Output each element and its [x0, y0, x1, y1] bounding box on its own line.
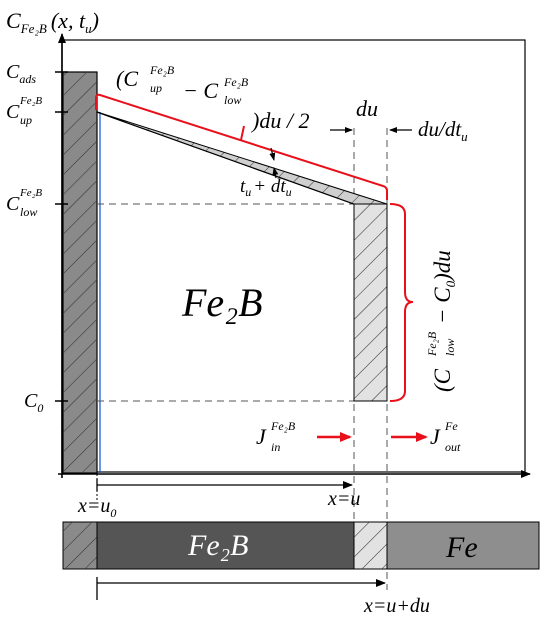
label-x-u0: x=u0: [77, 495, 116, 520]
label-c-ads: Cads: [6, 61, 36, 86]
flux-in-label: J Fe₂B in: [256, 419, 296, 454]
label-c-up: CFe₂B up: [6, 95, 42, 127]
y-axis-label: CFe₂B (x, tu): [6, 8, 99, 36]
label-x-udu: x=u+du: [363, 595, 430, 617]
bar-substrate-label: Fe: [445, 531, 478, 564]
phase-label: Fe₂B: [181, 280, 263, 325]
bar-du-hatch: [354, 522, 387, 569]
side-bracket: [389, 203, 414, 402]
top-bracket-tip: [240, 125, 245, 141]
bar-adsorbed-hatch: [63, 522, 97, 569]
time-arrow-up: [272, 167, 279, 179]
time-label: tu + dtu: [240, 176, 292, 199]
time-arrow-down: [269, 147, 276, 161]
du-label: du: [356, 96, 378, 121]
adsorbed-layer-hatch: [63, 72, 97, 473]
label-x-u: x=u: [327, 488, 360, 510]
top-bracket: [95, 93, 388, 200]
bar-fe: [386, 521, 540, 570]
velocity-label: du/dtu: [418, 117, 468, 144]
label-c-low: CFe₂B low: [6, 187, 42, 219]
bar-phase-label: Fe₂B: [187, 529, 248, 562]
flux-out-label: J Fe out: [430, 419, 461, 454]
bar-fe2b: [96, 521, 355, 570]
side-bracket-formula: (CFe₂B low− C0)du: [425, 250, 458, 392]
label-c-0: C0: [24, 390, 43, 415]
top-bracket-formula: (C Fe₂B up − C Fe₂B low)du / 2: [116, 63, 309, 133]
du-column-hatch: [353, 203, 388, 402]
